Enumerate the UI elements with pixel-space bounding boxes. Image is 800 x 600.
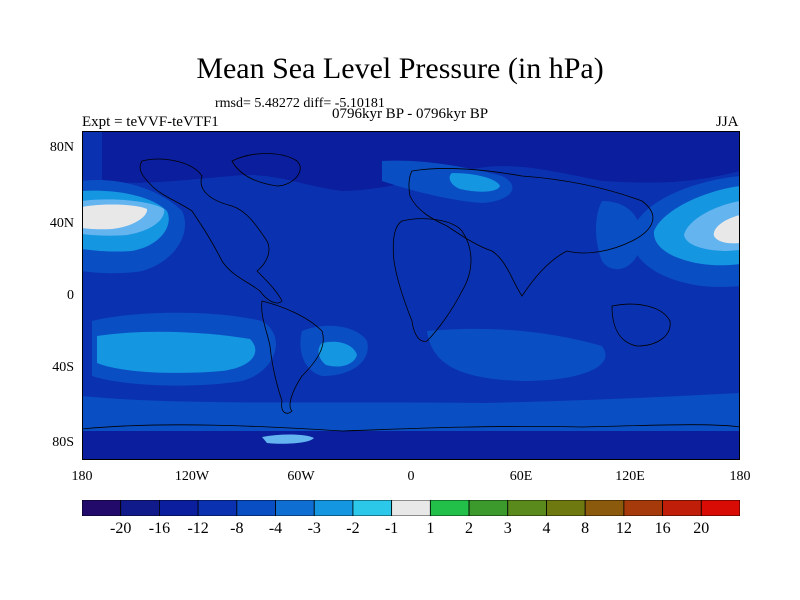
north-atlantic-band (382, 160, 513, 203)
x-tick-60w: 60W (287, 469, 315, 484)
plot-title: Mean Sea Level Pressure (in hPa) (196, 52, 604, 85)
indian-ocean-high-mid (427, 328, 606, 381)
north-pacific-high-east-core (713, 215, 740, 244)
experiment-label: Expt = teVVF-teVTF1 (82, 114, 219, 130)
colorbar-label: -4 (268, 520, 283, 537)
antarctic-pale-patch (262, 434, 314, 444)
colorbar-swatch (700, 500, 740, 516)
colorbar-swatch (352, 500, 393, 516)
colorbar-swatch (82, 500, 122, 516)
colorbar-label: 16 (654, 520, 671, 537)
y-tick-40n: 40N (49, 216, 74, 231)
stats-label: rmsd= 5.48272 diff= -5.10181 (215, 96, 385, 111)
colorbar-label: -8 (230, 520, 244, 537)
map-frame (82, 131, 740, 460)
y-tick-80s: 80S (52, 435, 74, 450)
y-tick-40s: 40S (52, 360, 74, 375)
colorbar-label: -2 (346, 520, 360, 537)
pressure-map (82, 131, 740, 460)
colorbar-swatch (623, 500, 663, 516)
coastlines (82, 153, 740, 432)
colorbar-label: 2 (465, 520, 474, 537)
x-tick-180e: 180 (729, 469, 751, 484)
southern-ocean-band (82, 393, 740, 431)
colorbar-label: 12 (615, 520, 632, 537)
x-tick-180w: 180 (71, 469, 93, 484)
north-pacific-high-west-core (82, 204, 148, 230)
x-tick-0: 0 (407, 469, 415, 484)
x-tick-60e: 60E (509, 469, 533, 484)
arctic-low-region (102, 131, 740, 191)
x-tick-120e: 120E (615, 469, 645, 484)
colorbar-swatch (120, 500, 160, 516)
colorbar-swatch (236, 500, 276, 516)
colorbar-swatch (429, 500, 470, 516)
colorbar-swatch (507, 500, 547, 516)
south-pacific-high-light (97, 331, 256, 373)
y-tick-80n: 80N (49, 140, 74, 155)
antarctic-low-region (82, 431, 740, 460)
season-label: JJA (716, 114, 739, 130)
north-atlantic-light (449, 173, 500, 192)
colorbar-swatch (275, 500, 315, 516)
period-label: 0796kyr BP - 0796kyr BP (331, 106, 489, 122)
colorbar-label: 8 (581, 520, 590, 537)
colorbar-swatch (313, 500, 354, 516)
colorbar-swatch (391, 500, 431, 516)
colorbar-label: 1 (426, 520, 435, 537)
colorbar-label: -3 (307, 520, 321, 537)
colorbar-swatch (546, 500, 586, 516)
colorbar-label: 3 (503, 520, 512, 537)
colorbar-label: -20 (110, 520, 132, 537)
colorbar-label: -1 (384, 520, 399, 537)
colorbar-label: 20 (693, 520, 710, 537)
colorbar-label: -12 (187, 520, 209, 537)
colorbar-swatch (662, 500, 702, 516)
south-atlantic-high-light (318, 341, 357, 367)
colorbar-swatch (197, 500, 238, 516)
x-tick-120w: 120W (174, 469, 210, 484)
east-asia-patch (596, 201, 642, 270)
colorbar-swatch (584, 500, 625, 516)
y-tick-0: 0 (67, 288, 74, 303)
colorbar-swatch (159, 500, 199, 516)
colorbar-label: -16 (148, 520, 171, 537)
colorbar (82, 500, 740, 516)
colorbar-swatch (468, 500, 509, 516)
colorbar-label: 4 (542, 520, 551, 537)
